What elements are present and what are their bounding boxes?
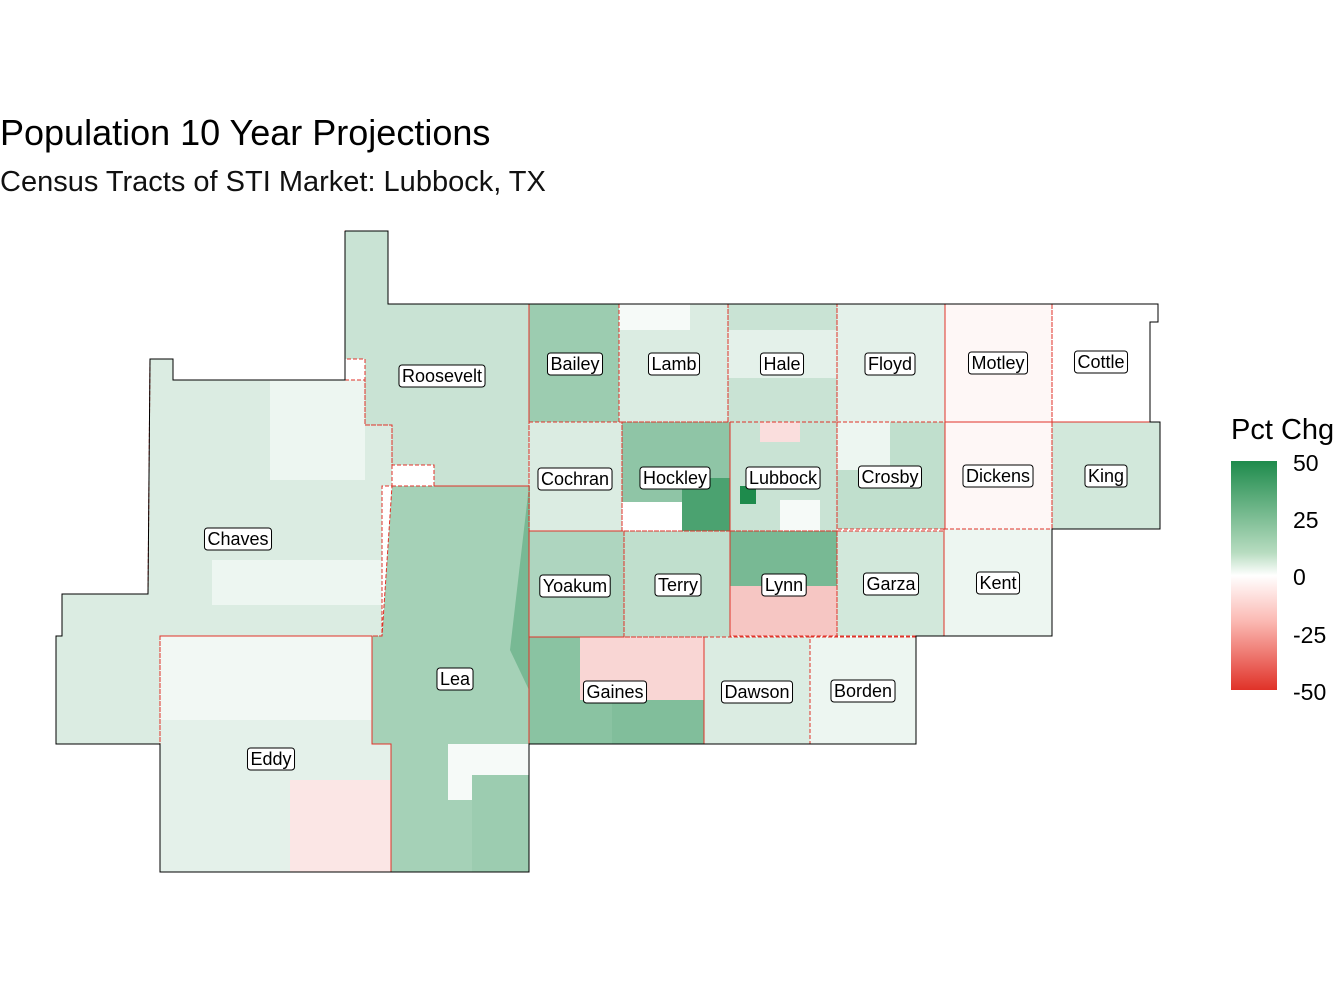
county-name-lubbock: Lubbock [749, 468, 818, 488]
county-label-crosby: Crosby [857, 465, 923, 489]
county-name-hockley: Hockley [643, 468, 707, 488]
county-name-yoakum: Yoakum [543, 576, 607, 596]
legend-tick-25: 25 [1293, 507, 1319, 533]
county-label-motley: Motley [967, 351, 1029, 375]
county-label-chaves: Chaves [203, 527, 273, 551]
county-label-yoakum: Yoakum [539, 574, 611, 598]
legend-title: Pct Chg [1231, 414, 1335, 446]
county-name-cochran: Cochran [541, 469, 609, 489]
county-name-chaves: Chaves [207, 529, 268, 549]
county-border-king [1051, 421, 1161, 530]
map-title: Population 10 Year Projections [0, 112, 491, 153]
county-name-lynn: Lynn [765, 575, 803, 595]
county-name-lamb: Lamb [651, 354, 696, 374]
county-name-dawson: Dawson [724, 682, 789, 702]
county-name-hale: Hale [763, 354, 800, 374]
census-tract-18 [529, 650, 580, 744]
census-tract-13 [780, 500, 820, 531]
county-label-hockley: Hockley [639, 466, 711, 490]
census-tract-1 [270, 380, 365, 480]
census-tract-7 [619, 304, 690, 330]
county-name-eddy: Eddy [250, 749, 291, 769]
county-border-kent [943, 528, 1053, 637]
county-label-hale: Hale [759, 352, 805, 376]
census-tract-15 [837, 422, 890, 470]
county-name-terry: Terry [658, 575, 698, 595]
legend-tick-50: 50 [1293, 450, 1319, 476]
county-label-garza: Garza [862, 572, 920, 596]
county-name-borden: Borden [834, 681, 892, 701]
county-label-eddy: Eddy [246, 747, 296, 771]
census-tract-6 [472, 775, 529, 872]
county-borders [55, 230, 1161, 873]
county-label-cottle: Cottle [1073, 350, 1129, 374]
county-name-gaines: Gaines [586, 682, 643, 702]
county-label-dickens: Dickens [962, 464, 1034, 488]
county-label-bailey: Bailey [546, 352, 604, 376]
census-tract-12 [740, 486, 756, 504]
census-tract-11 [760, 422, 800, 442]
county-fill-roosevelt [345, 231, 529, 486]
county-label-lynn: Lynn [761, 573, 807, 597]
census-tract-0 [212, 560, 382, 605]
county-name-dickens: Dickens [966, 466, 1030, 486]
census-tract-9 [622, 502, 682, 531]
county-label-roosevelt: Roosevelt [398, 364, 486, 388]
county-label-gaines: Gaines [582, 680, 648, 704]
county-name-kent: Kent [979, 573, 1016, 593]
census-tract-17 [612, 700, 704, 744]
county-name-motley: Motley [971, 353, 1024, 373]
legend-color-bar [1231, 461, 1277, 690]
county-label-lamb: Lamb [647, 352, 701, 376]
county-label-king: King [1084, 464, 1128, 488]
census-tract-4 [510, 486, 530, 690]
county-label-kent: Kent [975, 571, 1021, 595]
county-labels: Roosevelt Chaves Eddy Lea Bailey Lamb Hale Floy… [203, 350, 1129, 771]
county-name-lea: Lea [440, 669, 471, 689]
census-tract-10 [682, 478, 730, 531]
census-tract-2 [160, 636, 372, 720]
census-tract-14 [730, 586, 837, 636]
county-name-bailey: Bailey [550, 354, 599, 374]
county-label-lea: Lea [436, 667, 474, 691]
county-name-floyd: Floyd [868, 354, 912, 374]
legend-tick-0: 0 [1293, 564, 1306, 590]
legend-tick-neg25: -25 [1293, 622, 1327, 648]
county-border-crosby [836, 421, 946, 530]
census-tract-3 [290, 780, 391, 872]
county-label-terry: Terry [654, 573, 702, 597]
county-label-cochran: Cochran [537, 467, 613, 491]
market-outline [55, 230, 1161, 873]
county-label-borden: Borden [830, 679, 896, 703]
county-label-dawson: Dawson [720, 680, 794, 704]
county-name-garza: Garza [866, 574, 916, 594]
map-subtitle: Census Tracts of STI Market: Lubbock, TX [0, 166, 546, 198]
county-name-cottle: Cottle [1077, 352, 1124, 372]
county-label-floyd: Floyd [864, 352, 916, 376]
county-name-roosevelt: Roosevelt [402, 366, 482, 386]
census-tracts [56, 231, 1160, 872]
legend-tick-neg50: -50 [1293, 679, 1327, 705]
county-label-lubbock: Lubbock [745, 466, 821, 490]
county-name-king: King [1088, 466, 1124, 486]
county-name-crosby: Crosby [861, 467, 918, 487]
